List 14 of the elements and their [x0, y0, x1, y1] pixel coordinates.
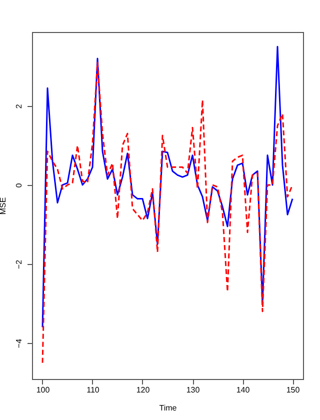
- x-tick-label: 130: [186, 386, 200, 394]
- line-series: [42, 46, 294, 328]
- x-tick-label: 100: [36, 386, 50, 394]
- y-axis-title: MSE: [0, 197, 8, 215]
- y-tick-label: −4: [14, 338, 24, 348]
- x-tick-label: 120: [136, 386, 150, 394]
- y-tick-label: −2: [14, 259, 24, 270]
- y-tick-label: 0: [14, 182, 24, 188]
- y-tick-label: 2: [14, 104, 24, 109]
- x-tick-label: 150: [286, 386, 300, 394]
- x-tick-label: 140: [236, 386, 250, 394]
- x-axis-title: Time: [159, 404, 178, 412]
- x-tick-label: 110: [86, 386, 100, 394]
- line-series: [42, 62, 294, 364]
